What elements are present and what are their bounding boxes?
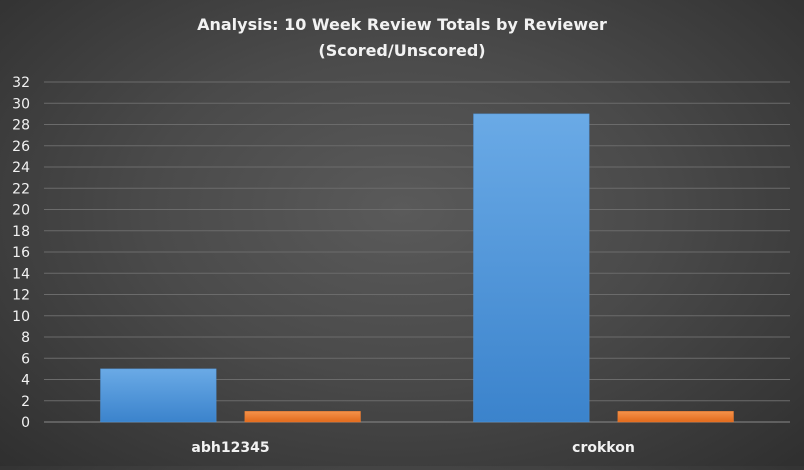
bar-abh12345-series-1 bbox=[100, 368, 217, 423]
x-category-label: abh12345 bbox=[191, 440, 269, 456]
y-tick-label: 14 bbox=[12, 266, 30, 282]
bar-crokkon-series-2 bbox=[617, 411, 734, 423]
chart-title-line2: (Scored/Unscored) bbox=[318, 41, 485, 60]
chart-title-line1: Analysis: 10 Week Review Totals by Revie… bbox=[197, 15, 607, 34]
y-tick-label: 12 bbox=[12, 288, 30, 304]
y-tick-label: 20 bbox=[12, 203, 30, 219]
y-tick-label: 16 bbox=[12, 245, 30, 261]
y-tick-label: 32 bbox=[12, 75, 30, 91]
y-tick-label: 22 bbox=[12, 181, 30, 197]
y-tick-label: 10 bbox=[12, 309, 30, 325]
bar-crokkon-series-1 bbox=[473, 113, 590, 423]
y-tick-label: 0 bbox=[21, 415, 30, 431]
x-axis-categories: abh12345 crokkon bbox=[191, 440, 634, 456]
gridlines bbox=[44, 81, 790, 423]
bar-abh12345-series-2 bbox=[244, 411, 361, 423]
y-tick-label: 28 bbox=[12, 118, 30, 134]
y-tick-label: 2 bbox=[21, 394, 30, 410]
y-tick-label: 6 bbox=[21, 351, 30, 367]
y-tick-label: 30 bbox=[12, 96, 30, 112]
x-category-label: crokkon bbox=[572, 440, 635, 456]
y-tick-label: 4 bbox=[21, 373, 30, 389]
y-tick-label: 26 bbox=[12, 139, 30, 155]
y-tick-label: 18 bbox=[12, 224, 30, 240]
bars bbox=[100, 113, 734, 423]
y-tick-label: 24 bbox=[12, 160, 30, 176]
y-tick-label: 8 bbox=[21, 330, 30, 346]
